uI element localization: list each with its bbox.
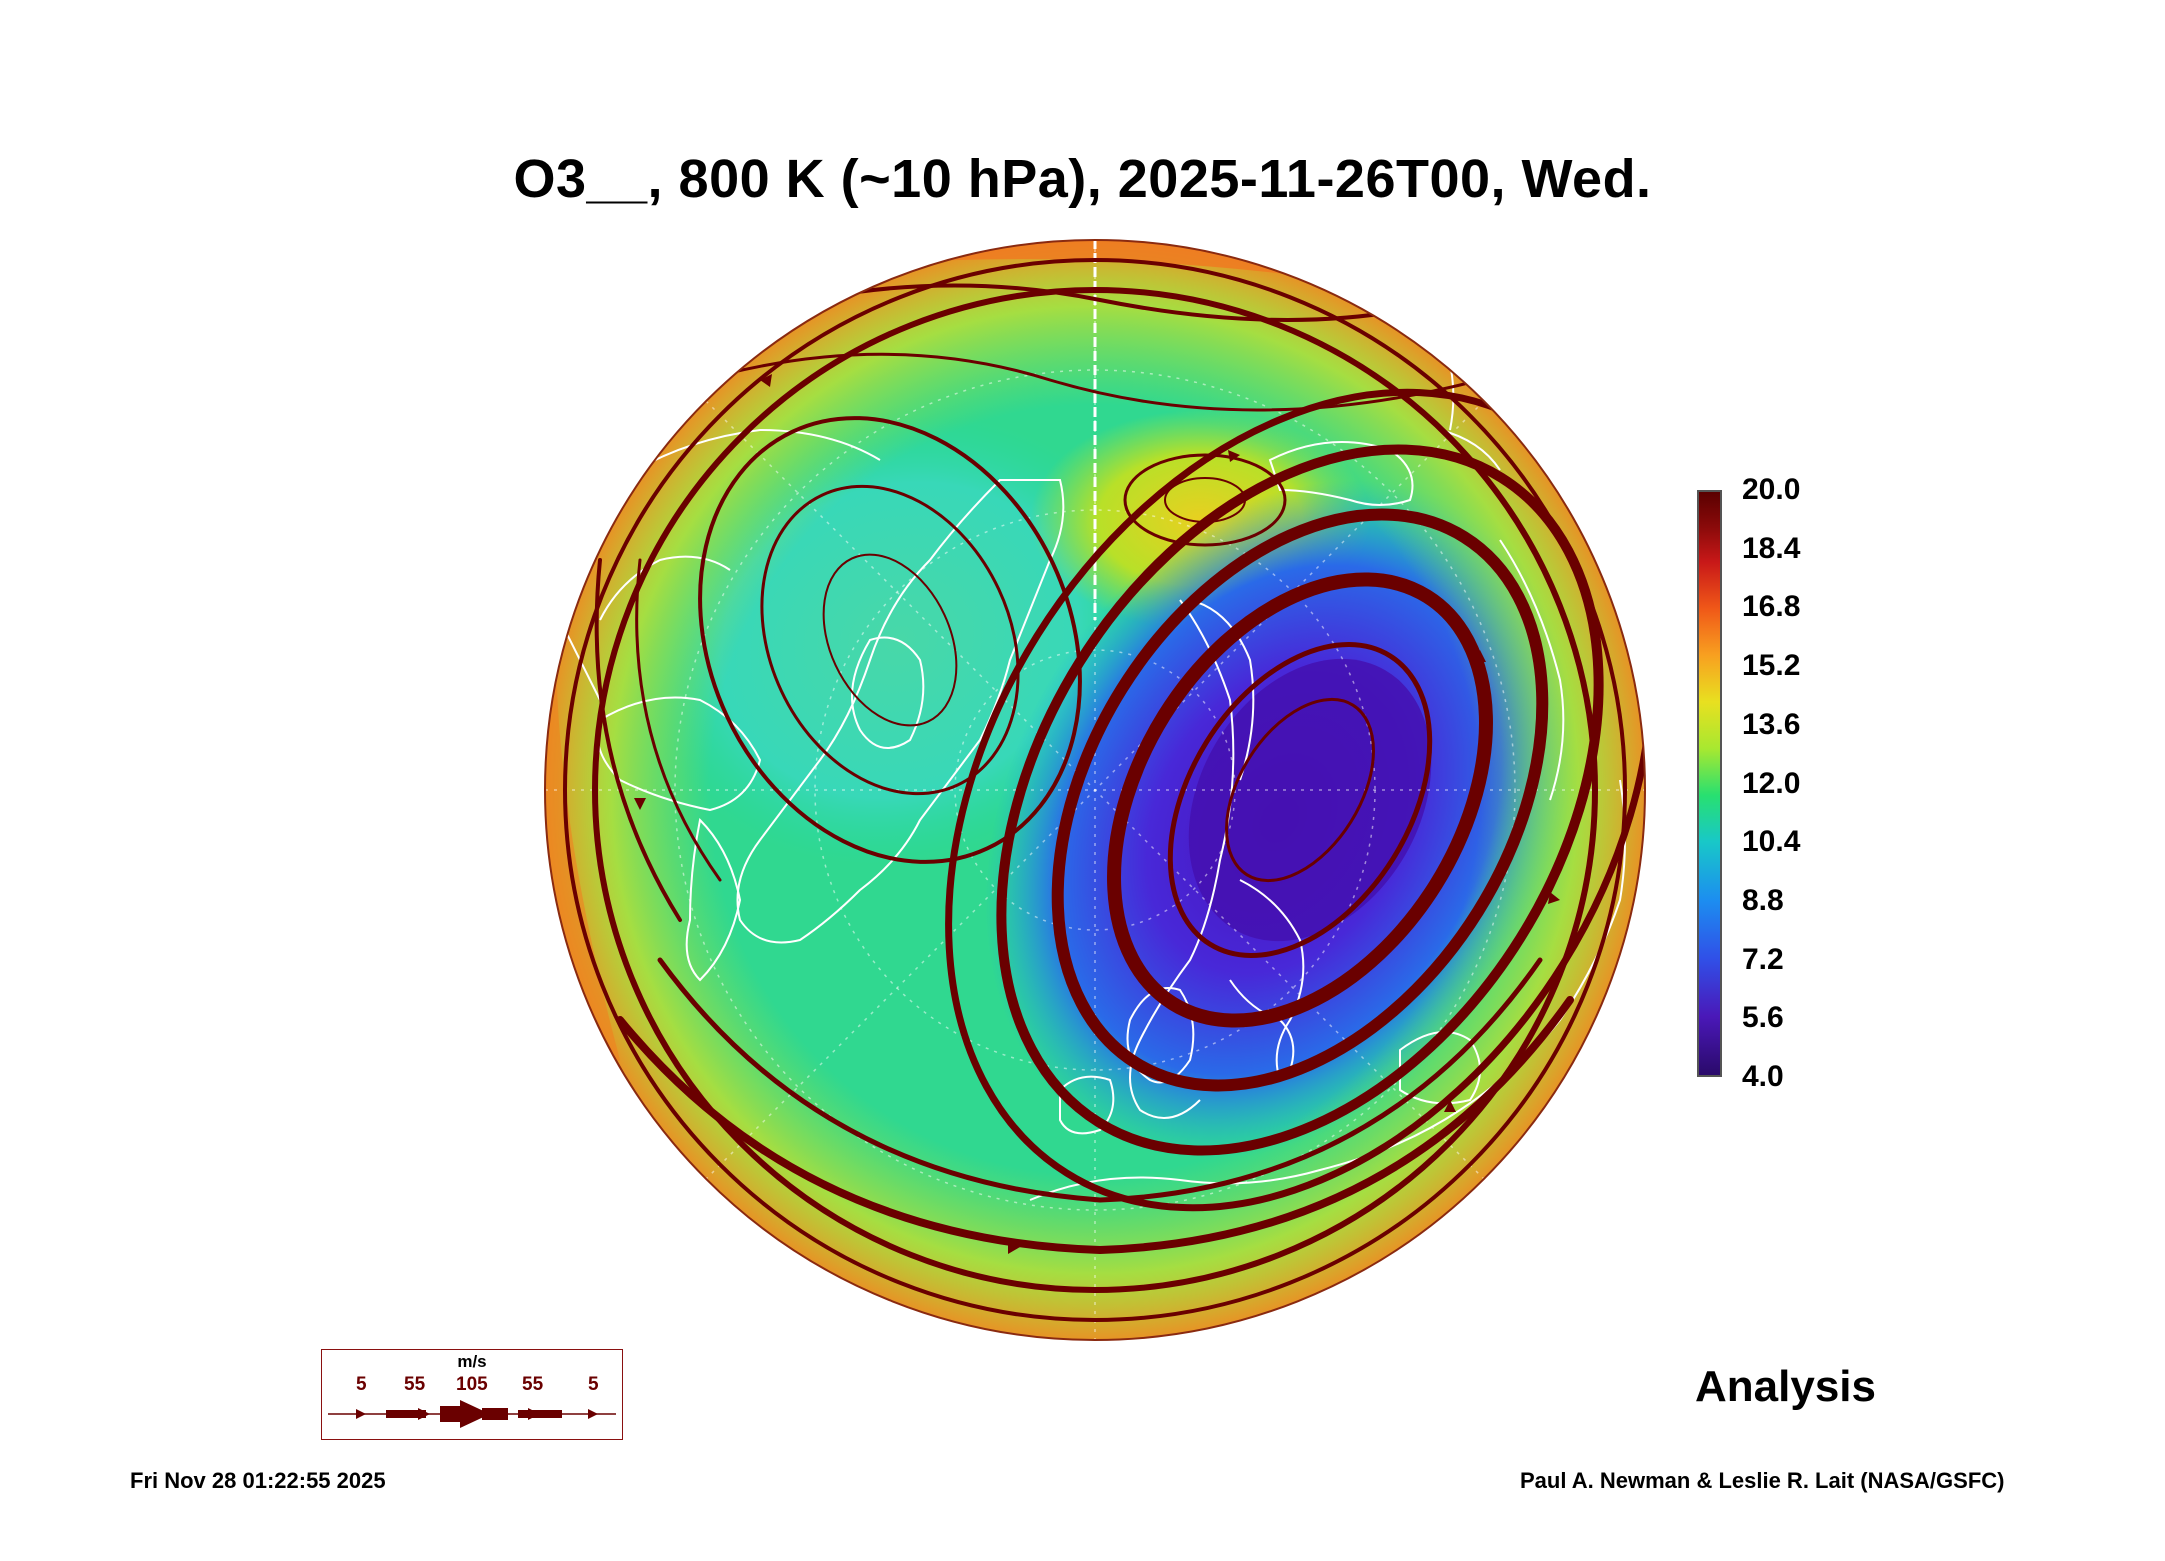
wind-legend-scale: [328, 1400, 616, 1428]
wind-legend-value: 105: [456, 1374, 488, 1395]
colorbar-tick-label: 20.0: [1742, 473, 1801, 506]
wind-legend-value: 5: [588, 1374, 599, 1395]
credit-line: Paul A. Newman & Leslie R. Lait (NASA/GS…: [1520, 1468, 2005, 1493]
wind-legend-value: 55: [522, 1374, 544, 1395]
run-type-label: Analysis: [1695, 1362, 1876, 1411]
wind-legend-unit: m/s: [457, 1352, 487, 1371]
colorbar-tick-label: 7.2: [1742, 942, 1784, 976]
colorbar-tick-label: 5.6: [1742, 1001, 1784, 1035]
colorbar-tick-label: 13.6: [1742, 707, 1801, 741]
streamlines: [563, 258, 1645, 1322]
map-boundary: [544, 239, 1646, 1341]
colorbar-tick-label: 18.4: [1742, 531, 1801, 565]
colorbar-tick-label: 10.4: [1742, 825, 1801, 859]
colorbar-tick-label: 16.8: [1742, 590, 1801, 624]
map-title: O3__, 800 K (~10 hPa), 2025-11-26T00, We…: [513, 149, 1652, 209]
streamline-arrows: [634, 374, 1560, 1254]
generation-timestamp: Fri Nov 28 01:22:55 2025: [130, 1468, 386, 1493]
wind-speed-legend: m/s 5 55 105 55 5: [321, 1349, 623, 1440]
colorbar-tick-label: 15.2: [1742, 649, 1801, 683]
wind-legend-value: 5: [356, 1374, 367, 1395]
colorbar: [1697, 490, 1722, 1077]
colorbar-tick-label: 4.0: [1742, 1060, 1784, 1093]
colorbar-tick-label: 8.8: [1742, 883, 1784, 917]
wind-legend-value: 55: [404, 1374, 426, 1395]
colorbar-tick-label: 12.0: [1742, 766, 1801, 800]
